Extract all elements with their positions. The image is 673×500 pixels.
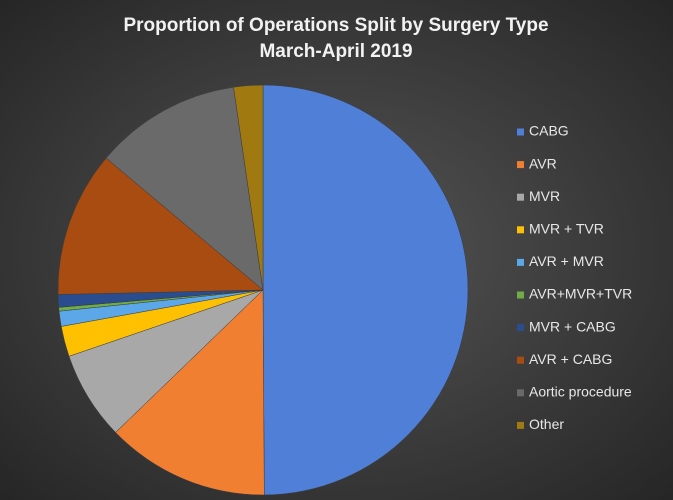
legend-swatch (517, 356, 524, 364)
legend-label: MVR (529, 188, 560, 204)
pie-slice (233, 84, 264, 291)
legend-label: MVR + TVR (529, 221, 604, 237)
chart-subtitle: March-April 2019 (259, 41, 412, 62)
legend-label: AVR + MVR (529, 253, 604, 269)
legend-swatch (517, 389, 524, 397)
pie-slice (57, 157, 264, 295)
pie-slice (115, 289, 265, 496)
legend-label: Aortic procedure (529, 384, 632, 400)
pie-slice (262, 84, 469, 496)
legend-swatch (517, 258, 524, 266)
legend-swatch (517, 226, 524, 234)
legend-label: AVR+MVR+TVR (529, 286, 632, 302)
legend-swatch (517, 161, 524, 169)
chart-title: Proportion of Operations Split by Surger… (123, 15, 548, 36)
legend-swatch (517, 193, 524, 201)
legend-label: AVR (529, 155, 557, 171)
legend-label: MVR + CABG (529, 318, 616, 334)
legend-swatch (517, 421, 524, 429)
legend-label: Other (529, 416, 564, 432)
legend-swatch (517, 324, 524, 332)
pie-slice (105, 86, 264, 291)
legend-swatch (517, 128, 524, 136)
legend-label: AVR + CABG (529, 351, 612, 367)
legend-swatch (517, 291, 524, 299)
legend-label: CABG (529, 123, 569, 139)
